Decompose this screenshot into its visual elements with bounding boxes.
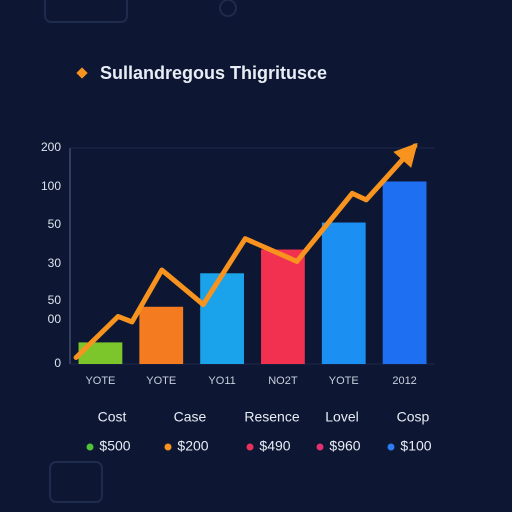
trend-line (73, 143, 418, 361)
decor (44, 0, 128, 23)
y-axis-label: 50 (48, 293, 62, 307)
y-axis-label: 50 (48, 217, 62, 231)
y-axis-label: 100 (41, 179, 61, 193)
legend-label: Lovel (325, 409, 358, 425)
legend-dot (387, 443, 395, 451)
chart-title: Sullandregous Thigritusce (100, 63, 327, 83)
bar (261, 249, 305, 364)
y-tick-label: 0 (54, 356, 61, 370)
y-axis-label: 30 (48, 256, 62, 270)
bar (200, 273, 244, 364)
x-tick-label: NO2T (268, 375, 298, 387)
decor (49, 461, 103, 503)
x-tick-label: YOTE (329, 375, 359, 387)
legend-label: Case (174, 409, 207, 425)
legend-value: $960 (329, 438, 360, 454)
x-tick-label: YOTE (146, 375, 176, 387)
legend-dot (316, 443, 324, 451)
legend-dot (246, 443, 254, 451)
legend-label: Resence (244, 409, 299, 425)
bar (139, 306, 184, 364)
bar (382, 181, 427, 364)
y-axis-label: 00 (48, 312, 62, 326)
legend-dot (164, 443, 172, 451)
trend-arrowhead (393, 142, 418, 168)
legend-dot (86, 443, 94, 451)
x-tick-label: YOTE (85, 375, 115, 387)
legend-value: $500 (99, 438, 130, 454)
x-tick-label: 2012 (392, 375, 416, 387)
x-tick-label: YO11 (208, 375, 235, 387)
legend-label: Cost (98, 409, 127, 425)
bar (321, 222, 366, 364)
legend-value: $490 (259, 438, 290, 454)
decor (219, 0, 237, 17)
legend-value: $200 (177, 438, 208, 454)
y-tick-label: 200 (41, 140, 61, 154)
legend-label: Cosp (397, 409, 430, 425)
legend-value: $100 (400, 438, 431, 454)
